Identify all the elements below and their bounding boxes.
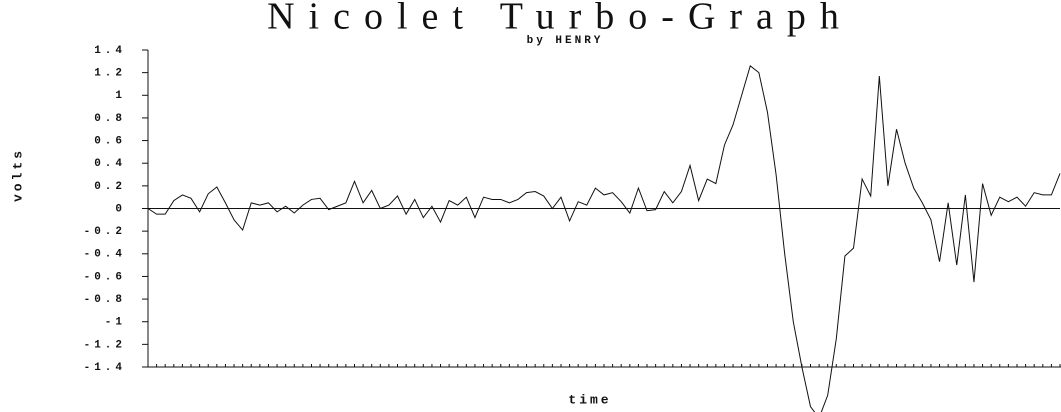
data-line <box>147 64 1061 412</box>
y-tick-label: -1.4 <box>84 362 126 374</box>
y-tick-label: -0.4 <box>84 249 126 261</box>
y-tick-label: -0.2 <box>84 226 126 238</box>
chart-subtitle: by HENRY <box>527 35 604 47</box>
y-tick-label: 1.2 <box>94 68 126 80</box>
y-tick-label: 0.6 <box>94 135 126 147</box>
y-tick-label: 0.4 <box>94 158 126 170</box>
y-tick-label: -0.6 <box>84 271 126 283</box>
y-tick-label: 0.8 <box>94 113 126 125</box>
y-tick-label: -1.2 <box>84 339 126 351</box>
y-tick-label: -1 <box>105 317 126 329</box>
y-tick-label: 1 <box>115 90 126 102</box>
x-axis-label: time <box>568 392 611 407</box>
y-tick-label: 0.2 <box>94 181 126 193</box>
y-tick-label: -0.8 <box>84 294 126 306</box>
y-axis-label: volts <box>10 148 25 202</box>
y-tick-label: 0 <box>115 203 126 215</box>
chart-title: Nicolet Turbo-Graph <box>267 0 853 38</box>
y-tick-label: 1.4 <box>94 45 126 57</box>
